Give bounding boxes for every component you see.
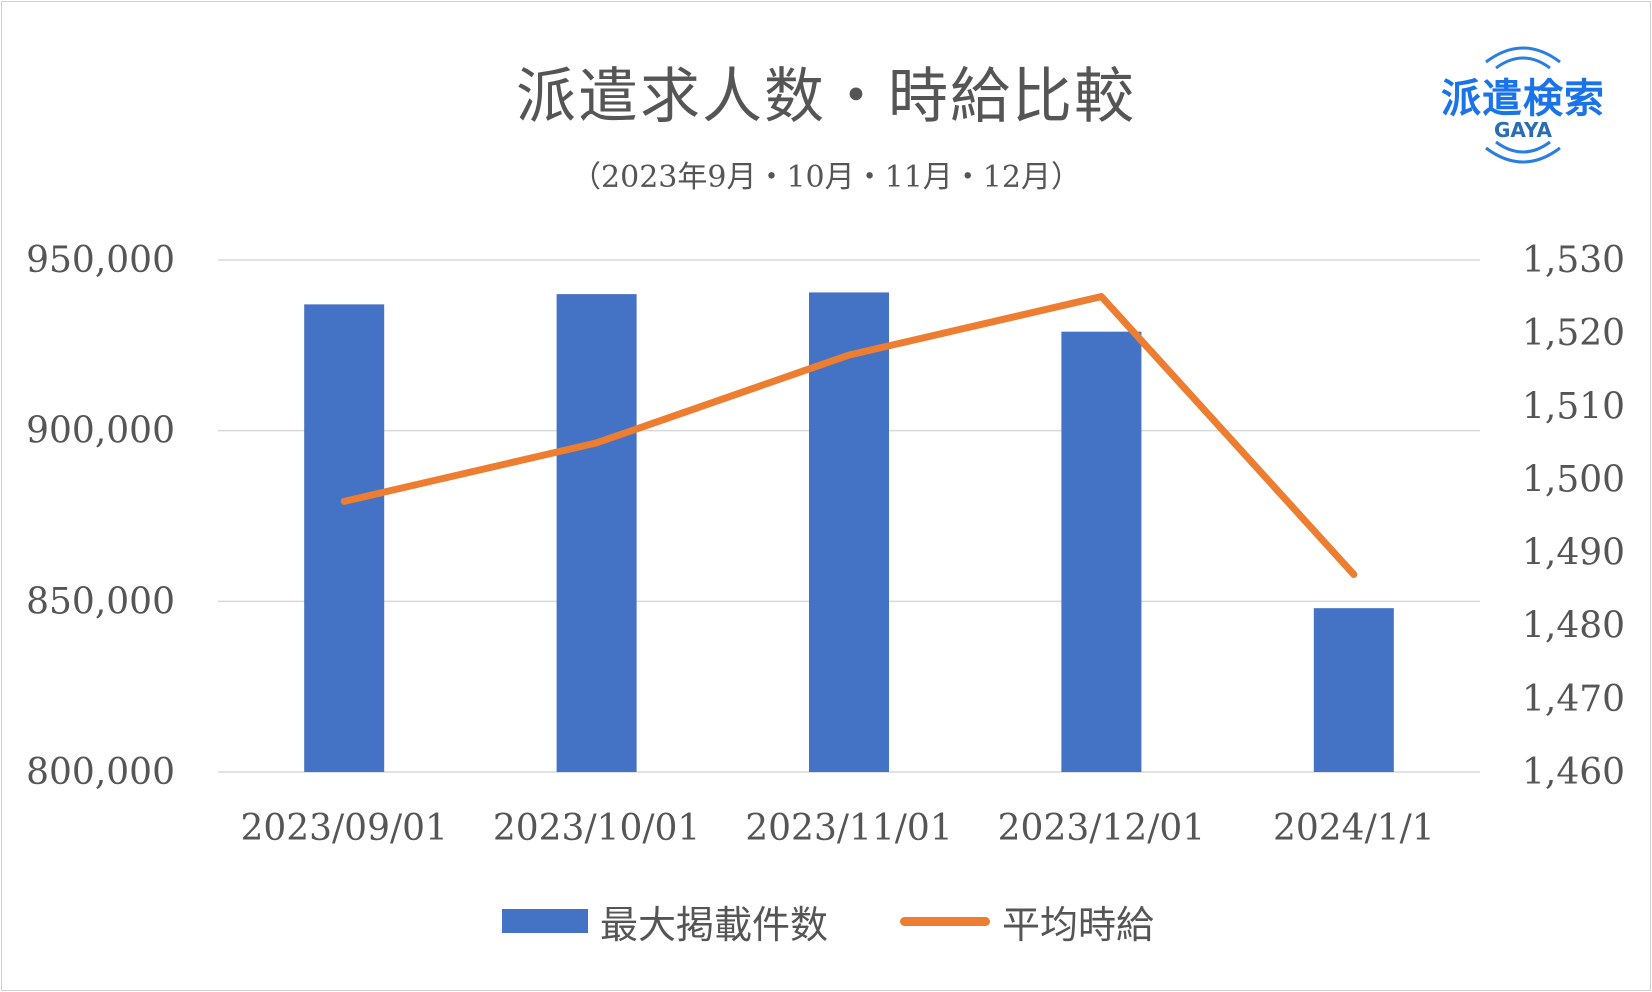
logo-sub-text: GAYA bbox=[1493, 118, 1553, 142]
logo-arcs-icon bbox=[1485, 46, 1561, 164]
y-right-tick-label: 1,520 bbox=[1522, 313, 1625, 354]
bar bbox=[1313, 608, 1394, 772]
x-tick-label: 2023/11/01 bbox=[745, 808, 953, 849]
chart-title: 派遣求人数・時給比較 bbox=[516, 62, 1136, 132]
logo-main-text: 派遣検索 bbox=[1441, 76, 1605, 122]
line-point bbox=[596, 442, 598, 444]
y-right-tick-label: 1,530 bbox=[1522, 240, 1625, 281]
gaya-logo: 派遣検索 GAYA bbox=[1438, 36, 1608, 171]
y-left-tick-label: 850,000 bbox=[26, 581, 175, 622]
y-left-tick-label: 800,000 bbox=[26, 752, 175, 793]
bar bbox=[556, 294, 637, 772]
y-right-tick-label: 1,510 bbox=[1522, 386, 1625, 427]
legend-line-swatch bbox=[900, 916, 990, 926]
line-point bbox=[848, 354, 850, 356]
y-left-tick-label: 950,000 bbox=[26, 240, 175, 281]
legend-bar-swatch bbox=[502, 909, 588, 933]
x-tick-label: 2024/1/1 bbox=[1273, 808, 1435, 849]
y-right-tick-label: 1,500 bbox=[1522, 459, 1625, 500]
legend-line-label: 平均時給 bbox=[1002, 902, 1155, 947]
y-right-tick-label: 1,470 bbox=[1522, 679, 1625, 720]
chart-subtitle: （2023年9月・10月・11月・12月） bbox=[571, 160, 1081, 195]
bar bbox=[1061, 331, 1142, 772]
bar bbox=[809, 292, 889, 772]
line-point bbox=[1353, 574, 1355, 576]
legend: 最大掲載件数 平均時給 bbox=[0, 896, 1652, 947]
line-point bbox=[343, 500, 345, 502]
legend-item-line: 平均時給 bbox=[900, 896, 1155, 947]
line-point bbox=[1100, 296, 1102, 298]
y-left-tick-label: 900,000 bbox=[26, 411, 175, 452]
bar bbox=[304, 304, 385, 772]
legend-bar-label: 最大掲載件数 bbox=[600, 902, 829, 947]
y-right-tick-label: 1,480 bbox=[1522, 606, 1625, 647]
x-tick-label: 2023/12/01 bbox=[998, 808, 1206, 849]
x-tick-label: 2023/10/01 bbox=[493, 808, 701, 849]
y-right-tick-label: 1,490 bbox=[1522, 533, 1625, 574]
legend-item-bar: 最大掲載件数 bbox=[502, 896, 829, 947]
x-tick-label: 2023/09/01 bbox=[240, 808, 448, 849]
y-right-tick-label: 1,460 bbox=[1522, 752, 1625, 793]
